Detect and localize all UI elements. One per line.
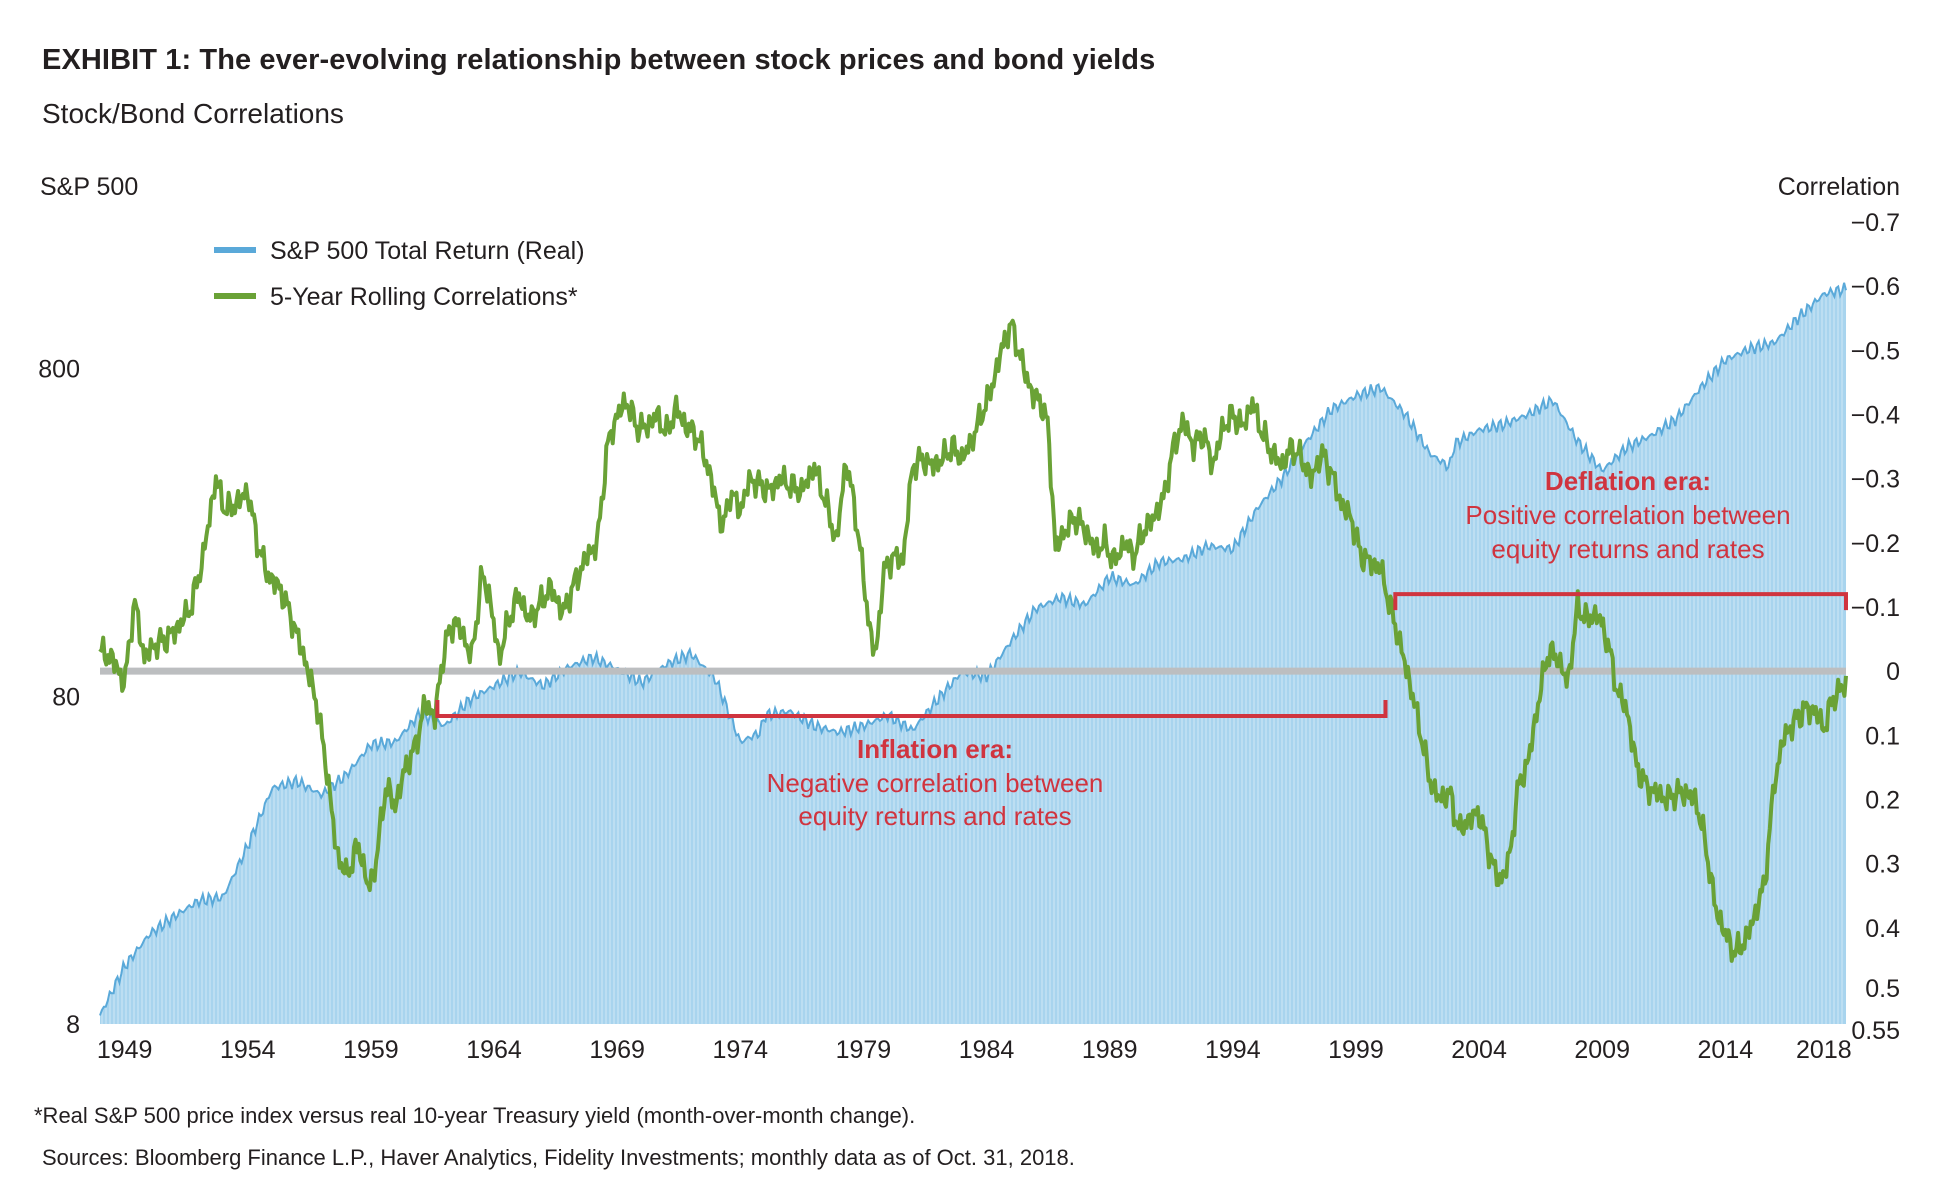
- sources-note: Sources: Bloomberg Finance L.P., Haver A…: [42, 1145, 1075, 1170]
- inflation-annotation-text: Negative correlation between: [767, 768, 1104, 798]
- deflation-annotation-title: Deflation era:: [1545, 466, 1711, 496]
- sp500-area: [100, 282, 1846, 1024]
- right-tick-label: −0.7: [1851, 209, 1900, 237]
- right-tick-label: −0.4: [1851, 401, 1900, 429]
- right-tick-label: −0.5: [1851, 337, 1900, 365]
- x-tick-label: 1999: [1328, 1036, 1384, 1064]
- right-tick-label: 0.3: [1865, 851, 1900, 879]
- x-axis: 1949 1954 1959 1964 1969 1974 1979 1984 1989 1994…: [97, 1036, 1852, 1064]
- legend-label-correlation: 5-Year Rolling Correlations*: [270, 283, 578, 311]
- x-tick-label: 1959: [343, 1036, 399, 1064]
- inflation-bracket: [435, 700, 1388, 719]
- right-axis-title: Correlation: [1778, 173, 1900, 201]
- correlation-line-layer: [98, 318, 1848, 963]
- left-axis: S&P 500 800 80 8: [38, 173, 138, 1039]
- right-tick-label: 0: [1886, 658, 1900, 686]
- right-tick-label: −0.1: [1851, 594, 1900, 622]
- right-tick-label: −0.3: [1851, 466, 1900, 494]
- left-tick-label: 800: [38, 356, 80, 384]
- x-tick-label: 1979: [836, 1036, 892, 1064]
- inflation-annotation-text: equity returns and rates: [798, 801, 1071, 831]
- deflation-annotation-text: equity returns and rates: [1491, 534, 1764, 564]
- x-tick-label: 2009: [1574, 1036, 1630, 1064]
- sp500-area-outline: [99, 282, 1847, 1016]
- x-tick-label: 2004: [1451, 1036, 1507, 1064]
- chart-subtitle: Stock/Bond Correlations: [42, 98, 344, 129]
- x-tick-label: 1949: [97, 1036, 153, 1064]
- left-axis-title: S&P 500: [40, 173, 138, 201]
- x-tick-label: 2018: [1796, 1036, 1852, 1064]
- x-tick-label: 1974: [712, 1036, 768, 1064]
- right-tick-label: 0.1: [1865, 722, 1900, 750]
- right-tick-label: 0.4: [1865, 915, 1900, 943]
- x-tick-label: 1989: [1082, 1036, 1138, 1064]
- annotations: Inflation era: Negative correlation betwe…: [435, 466, 1848, 831]
- x-tick-label: 1984: [959, 1036, 1015, 1064]
- right-axis: Correlation −0.7 −0.6 −0.5 −0.4 −0.3 −0.2 −0.1 0…: [1778, 173, 1900, 1045]
- right-tick-label: −0.2: [1851, 530, 1900, 558]
- correlation-line: [98, 318, 1848, 963]
- legend: S&P 500 Total Return (Real) 5-Year Rollin…: [214, 237, 585, 311]
- x-tick-label: 1954: [220, 1036, 276, 1064]
- deflation-annotation-text: Positive correlation between: [1465, 500, 1790, 530]
- x-tick-label: 1969: [589, 1036, 645, 1064]
- footnote: *Real S&P 500 price index versus real 10…: [34, 1103, 916, 1128]
- legend-label-sp500: S&P 500 Total Return (Real): [270, 237, 585, 265]
- chart-title: EXHIBIT 1: The ever-evolving relationshi…: [42, 44, 1156, 76]
- x-tick-label: 1994: [1205, 1036, 1261, 1064]
- x-tick-label: 1964: [466, 1036, 522, 1064]
- deflation-bracket: [1393, 592, 1848, 611]
- inflation-annotation-title: Inflation era:: [857, 734, 1013, 764]
- left-tick-label: 8: [66, 1011, 80, 1039]
- right-tick-label: −0.6: [1851, 273, 1900, 301]
- right-tick-label: 0.2: [1865, 786, 1900, 814]
- left-tick-label: 80: [52, 683, 80, 711]
- right-tick-label: 0.5: [1865, 975, 1900, 1003]
- x-tick-label: 2014: [1698, 1036, 1754, 1064]
- right-tick-label: 0.55: [1851, 1017, 1900, 1045]
